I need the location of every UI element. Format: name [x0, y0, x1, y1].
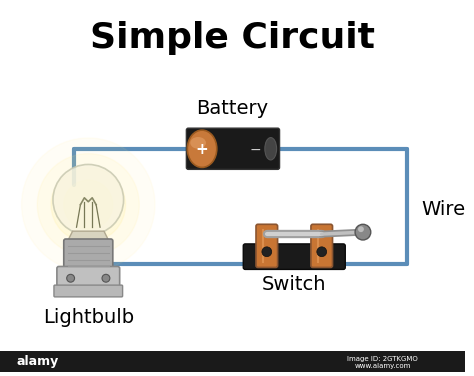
Text: +: +: [196, 142, 209, 157]
Text: Battery: Battery: [196, 99, 269, 118]
FancyBboxPatch shape: [57, 267, 119, 290]
Text: Simple Circuit: Simple Circuit: [90, 21, 375, 55]
FancyBboxPatch shape: [256, 224, 278, 267]
Circle shape: [102, 274, 110, 282]
FancyBboxPatch shape: [243, 244, 345, 270]
Ellipse shape: [190, 137, 206, 149]
Text: Switch: Switch: [262, 275, 327, 294]
Text: www.alamy.com: www.alamy.com: [355, 362, 411, 368]
Circle shape: [64, 180, 113, 229]
Circle shape: [262, 247, 272, 257]
Ellipse shape: [187, 130, 217, 167]
Bar: [0, 351, 465, 372]
Circle shape: [51, 167, 126, 242]
Text: Image ID: 2GTKGMO: Image ID: 2GTKGMO: [347, 356, 418, 362]
Circle shape: [355, 224, 371, 240]
Text: alamy: alamy: [16, 355, 58, 368]
FancyBboxPatch shape: [311, 224, 333, 267]
Text: −: −: [249, 143, 261, 157]
Ellipse shape: [265, 138, 277, 160]
FancyBboxPatch shape: [64, 239, 113, 272]
Text: Lightbulb: Lightbulb: [43, 308, 134, 327]
Circle shape: [22, 138, 155, 271]
Circle shape: [317, 247, 327, 257]
FancyBboxPatch shape: [186, 128, 280, 169]
FancyBboxPatch shape: [54, 285, 123, 297]
Circle shape: [67, 274, 74, 282]
Text: Wire: Wire: [422, 200, 466, 219]
Polygon shape: [69, 231, 108, 244]
Circle shape: [53, 164, 124, 235]
Circle shape: [358, 226, 364, 232]
Circle shape: [37, 154, 139, 256]
